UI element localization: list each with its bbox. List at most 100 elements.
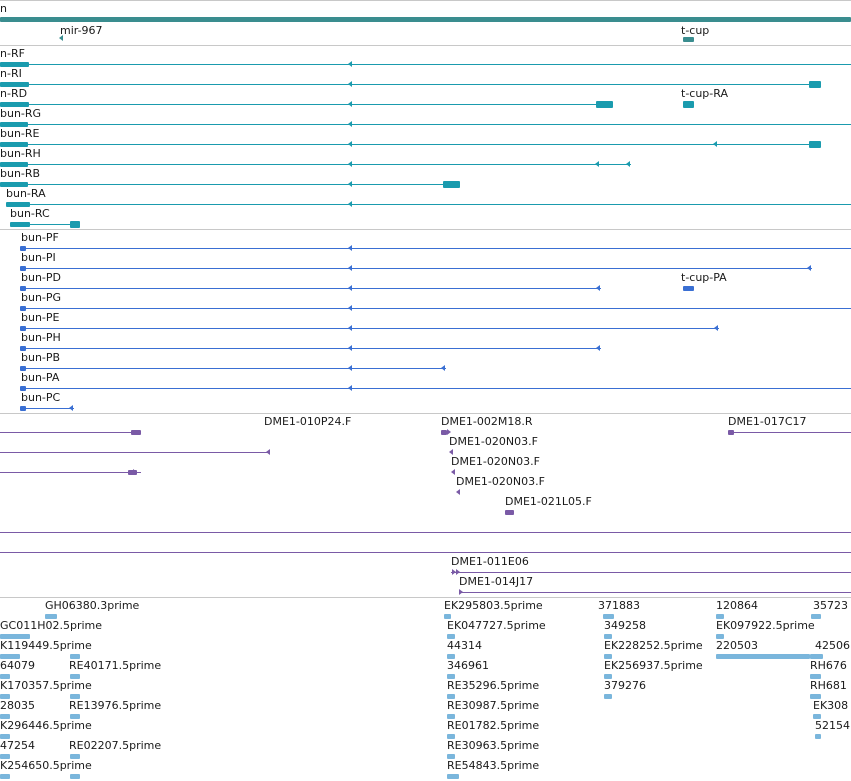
gene-exon[interactable] xyxy=(683,37,694,42)
est-block[interactable] xyxy=(815,734,821,739)
protein-label[interactable]: bun-PF xyxy=(21,231,59,244)
transcript-exon[interactable] xyxy=(0,62,29,67)
est-label[interactable]: 47254 xyxy=(0,739,35,752)
est-label[interactable]: EK295803.5prime xyxy=(444,599,543,612)
est-block[interactable] xyxy=(604,634,612,639)
est-block[interactable] xyxy=(70,754,80,759)
est-block[interactable] xyxy=(604,674,612,679)
transcript-label[interactable]: bun-RE xyxy=(0,127,40,140)
est-block[interactable] xyxy=(716,614,724,619)
est-block[interactable] xyxy=(811,614,821,619)
transcript-exon[interactable] xyxy=(443,181,460,188)
protein-label[interactable]: bun-PA xyxy=(21,371,60,384)
clone-label[interactable]: DME1-014J17 xyxy=(459,575,534,588)
transcript-exon[interactable] xyxy=(596,101,613,108)
est-block[interactable] xyxy=(447,634,455,639)
protein-start[interactable] xyxy=(20,286,26,291)
est-block[interactable] xyxy=(815,654,823,659)
gene-label[interactable]: mir-967 xyxy=(60,24,103,37)
clone-label[interactable]: DME1-021L05.F xyxy=(505,495,592,508)
est-block[interactable] xyxy=(0,774,10,779)
transcript-exon[interactable] xyxy=(0,162,28,167)
transcript-exon[interactable] xyxy=(0,142,28,147)
est-block[interactable] xyxy=(447,734,455,739)
est-block[interactable] xyxy=(0,734,10,739)
est-block[interactable] xyxy=(70,694,80,699)
protein-start[interactable] xyxy=(20,346,26,351)
est-block[interactable] xyxy=(0,634,30,639)
est-block[interactable] xyxy=(444,614,451,619)
est-block[interactable] xyxy=(447,674,455,679)
transcript-exon[interactable] xyxy=(809,81,821,88)
est-label[interactable]: RE54843.5prime xyxy=(447,759,540,772)
protein-start[interactable] xyxy=(20,246,26,251)
est-block[interactable] xyxy=(70,774,80,779)
gene-label[interactable]: n xyxy=(0,2,7,15)
protein-label[interactable]: bun-PC xyxy=(21,391,61,404)
est-block[interactable] xyxy=(0,694,10,699)
est-label[interactable]: 220503 xyxy=(716,639,758,652)
transcript-exon[interactable] xyxy=(809,141,821,148)
est-label[interactable]: K254650.5prime xyxy=(0,759,92,772)
protein-start[interactable] xyxy=(20,386,26,391)
est-block[interactable] xyxy=(716,654,810,659)
transcript-label[interactable]: n-RF xyxy=(0,47,25,60)
protein-start[interactable] xyxy=(20,326,26,331)
clone-label[interactable]: DME1-011E06 xyxy=(451,555,529,568)
transcript-label[interactable]: n-RD xyxy=(0,87,28,100)
protein-exon[interactable] xyxy=(683,286,694,291)
transcript-label[interactable]: bun-RA xyxy=(6,187,46,200)
est-label[interactable]: RE35296.5prime xyxy=(447,679,540,692)
protein-label[interactable]: bun-PD xyxy=(21,271,61,284)
est-label[interactable]: 52154 xyxy=(815,719,850,732)
transcript-label[interactable]: bun-RH xyxy=(0,147,41,160)
clone-label[interactable]: DME1-002M18.R xyxy=(441,415,533,428)
transcript-exon[interactable] xyxy=(6,202,30,207)
est-label[interactable]: 371883 xyxy=(598,599,640,612)
est-block[interactable] xyxy=(810,694,821,699)
est-label[interactable]: EK047727.5prime xyxy=(447,619,546,632)
est-label[interactable]: K119449.5prime xyxy=(0,639,92,652)
clone-label[interactable]: DME1-020N03.F xyxy=(449,435,538,448)
est-block[interactable] xyxy=(45,614,57,619)
gene-label[interactable]: t-cup xyxy=(681,24,710,37)
clone-label[interactable]: DME1-010P24.F xyxy=(264,415,352,428)
transcript-label[interactable]: bun-RG xyxy=(0,107,42,120)
est-block[interactable] xyxy=(813,714,821,719)
transcript-exon[interactable] xyxy=(10,222,30,227)
transcript-label[interactable]: t-cup-RA xyxy=(681,87,728,100)
protein-label[interactable]: bun-PE xyxy=(21,311,60,324)
est-block[interactable] xyxy=(447,714,455,719)
est-block[interactable] xyxy=(447,694,455,699)
est-block[interactable] xyxy=(0,674,10,679)
clone-block[interactable] xyxy=(728,430,734,435)
clone-label[interactable]: DME1-020N03.F xyxy=(456,475,545,488)
protein-label[interactable]: bun-PI xyxy=(21,251,56,264)
est-label[interactable]: EK308 xyxy=(813,699,849,712)
est-block[interactable] xyxy=(0,754,10,759)
est-label[interactable]: RE13976.5prime xyxy=(69,699,162,712)
clone-block[interactable] xyxy=(128,470,137,475)
clone-block[interactable] xyxy=(505,510,514,515)
est-label[interactable]: 42506 xyxy=(815,639,850,652)
est-label[interactable]: 349258 xyxy=(604,619,646,632)
est-block[interactable] xyxy=(0,714,10,719)
transcript-exon[interactable] xyxy=(70,221,80,228)
est-label[interactable]: RH681 xyxy=(810,679,847,692)
est-block[interactable] xyxy=(810,674,821,679)
est-label[interactable]: RE30987.5prime xyxy=(447,699,540,712)
est-block[interactable] xyxy=(70,654,80,659)
est-label[interactable]: RE01782.5prime xyxy=(447,719,540,732)
est-label[interactable]: 28035 xyxy=(0,699,35,712)
protein-label[interactable]: t-cup-PA xyxy=(681,271,727,284)
protein-start[interactable] xyxy=(20,406,26,411)
clone-label[interactable]: DME1-017C17 xyxy=(728,415,807,428)
est-block[interactable] xyxy=(70,714,80,719)
est-label[interactable]: RE30963.5prime xyxy=(447,739,540,752)
protein-start[interactable] xyxy=(20,306,26,311)
est-label[interactable]: 346961 xyxy=(447,659,489,672)
est-label[interactable]: 120864 xyxy=(716,599,758,612)
transcript-label[interactable]: n-RI xyxy=(0,67,22,80)
transcript-exon[interactable] xyxy=(0,102,29,107)
est-label[interactable]: 35723 xyxy=(813,599,848,612)
